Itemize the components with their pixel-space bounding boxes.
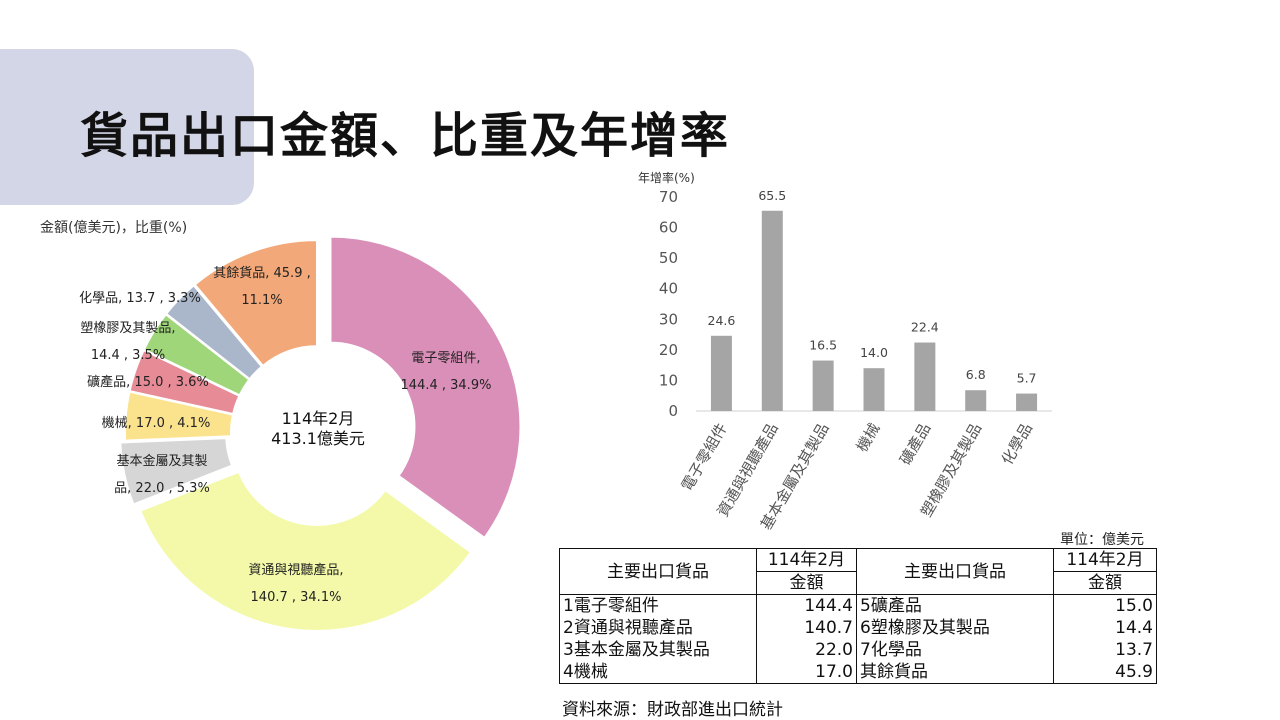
donut-caption: 金額(億美元)，比重(%) <box>40 220 188 236</box>
data-source: 資料來源：財政部進出口統計 <box>562 700 783 720</box>
row-amount: 140.7 <box>756 617 857 639</box>
table-row: 4機械 17.0 其餘貨品 45.9 <box>559 661 1157 684</box>
donut-labels: 電子零組件, 144.4 , 34.9% 資通與視聽產品, 140.7 , 34.1%… <box>79 265 491 605</box>
table-unit-label: 單位：億美元 <box>1060 532 1144 548</box>
header-item-left: 主要出口貨品 <box>559 548 757 595</box>
donut-slice-label: 資通與視聽產品, <box>248 562 343 578</box>
y-tick-label: 20 <box>659 341 678 359</box>
row-amount: 45.9 <box>1053 661 1157 684</box>
donut-slice <box>138 470 473 632</box>
row-item: 4機械 <box>559 661 757 684</box>
header-item-right: 主要出口貨品 <box>856 548 1054 595</box>
y-tick-label: 60 <box>659 219 678 237</box>
bar-chart: 01020304050607024.6電子零組件65.5資通與視聽產品16.5基… <box>659 188 1052 533</box>
x-category-label: 機械 <box>853 420 884 455</box>
donut-slice-value-label: 11.1% <box>241 293 282 308</box>
row-item: 其餘貨品 <box>856 661 1054 684</box>
table-row: 2資通與視聽產品 140.7 6塑橡膠及其製品 14.4 <box>559 617 1157 639</box>
header-month-left: 114年2月 <box>756 548 857 572</box>
y-tick-label: 50 <box>659 249 678 267</box>
row-item: 6塑橡膠及其製品 <box>856 617 1054 639</box>
bar-value-label: 22.4 <box>911 320 939 335</box>
donut-slice-label: 塑橡膠及其製品, <box>80 321 175 336</box>
bar-value-label: 6.8 <box>966 367 986 382</box>
x-category-label: 礦產品 <box>896 420 934 468</box>
y-tick-label: 70 <box>659 188 678 206</box>
row-item: 1電子零組件 <box>559 594 757 617</box>
donut-slice <box>164 283 264 381</box>
donut-slice-label: 礦產品, 15.0 , 3.6% <box>87 374 209 390</box>
donut-slice-label: 化學品, 13.7 , 3.3% <box>79 291 201 306</box>
slide-title: 貨品出口金額、比重及年增率 <box>80 108 731 164</box>
bar-value-label: 5.7 <box>1017 371 1037 386</box>
donut-slice <box>329 235 522 540</box>
donut-slice-value-label: 144.4 , 34.9% <box>401 378 492 393</box>
y-tick-label: 40 <box>659 280 678 298</box>
donut-slice-label: 基本金屬及其製 <box>116 453 207 469</box>
donut-slice-value-label: 品, 22.0 , 5.3% <box>114 481 210 496</box>
header-amount-right: 金額 <box>1053 571 1157 595</box>
y-tick-label: 30 <box>659 310 678 328</box>
row-item: 3基本金屬及其製品 <box>559 639 757 661</box>
bar <box>965 390 987 411</box>
bar <box>761 210 783 411</box>
x-category-label: 化學品 <box>998 420 1036 468</box>
bar-value-label: 24.6 <box>708 313 736 328</box>
row-amount: 22.0 <box>756 639 857 661</box>
bar-value-label: 16.5 <box>809 338 837 353</box>
row-item: 5礦產品 <box>856 594 1054 617</box>
donut-center-month: 114年2月 <box>282 409 355 428</box>
table-row: 1電子零組件 144.4 5礦產品 15.0 <box>559 594 1157 617</box>
y-tick-label: 0 <box>668 402 678 420</box>
row-item: 7化學品 <box>856 639 1054 661</box>
bar <box>710 335 732 411</box>
header-amount-left: 金額 <box>756 571 857 595</box>
row-amount: 14.4 <box>1053 617 1157 639</box>
donut-slice-label: 機械, 17.0 , 4.1% <box>102 416 211 431</box>
export-table: 主要出口貨品 114年2月 主要出口貨品 114年2月 金額 金額 1電子零組件… <box>559 548 1157 684</box>
bar-value-label: 14.0 <box>860 345 888 360</box>
bar <box>863 368 885 411</box>
bar <box>914 342 936 411</box>
bar-y-label: 年增率(%) <box>638 170 695 185</box>
donut-slice-label: 其餘貨品, 45.9 , <box>213 265 310 281</box>
row-amount: 15.0 <box>1053 594 1157 617</box>
header-month-right: 114年2月 <box>1053 548 1157 572</box>
donut-slice <box>193 239 318 368</box>
row-amount: 17.0 <box>756 661 857 684</box>
y-tick-label: 10 <box>659 371 678 389</box>
table-row: 3基本金屬及其製品 22.0 7化學品 13.7 <box>559 639 1157 661</box>
donut-slice <box>119 437 234 506</box>
bar <box>1016 393 1038 411</box>
bar-value-label: 65.5 <box>758 188 786 203</box>
row-amount: 144.4 <box>756 594 857 617</box>
donut-slice-label: 電子零組件, <box>411 351 480 366</box>
donut-slice-value-label: 14.4 , 3.5% <box>91 348 165 363</box>
bar <box>812 360 834 411</box>
x-category-label: 電子零組件 <box>678 420 731 494</box>
row-amount: 13.7 <box>1053 639 1157 661</box>
donut-chart <box>119 235 522 632</box>
donut-center-total: 413.1億美元 <box>271 429 365 448</box>
donut-slice-value-label: 140.7 , 34.1% <box>251 590 342 605</box>
row-item: 2資通與視聽產品 <box>559 617 757 639</box>
title-background <box>0 49 254 205</box>
